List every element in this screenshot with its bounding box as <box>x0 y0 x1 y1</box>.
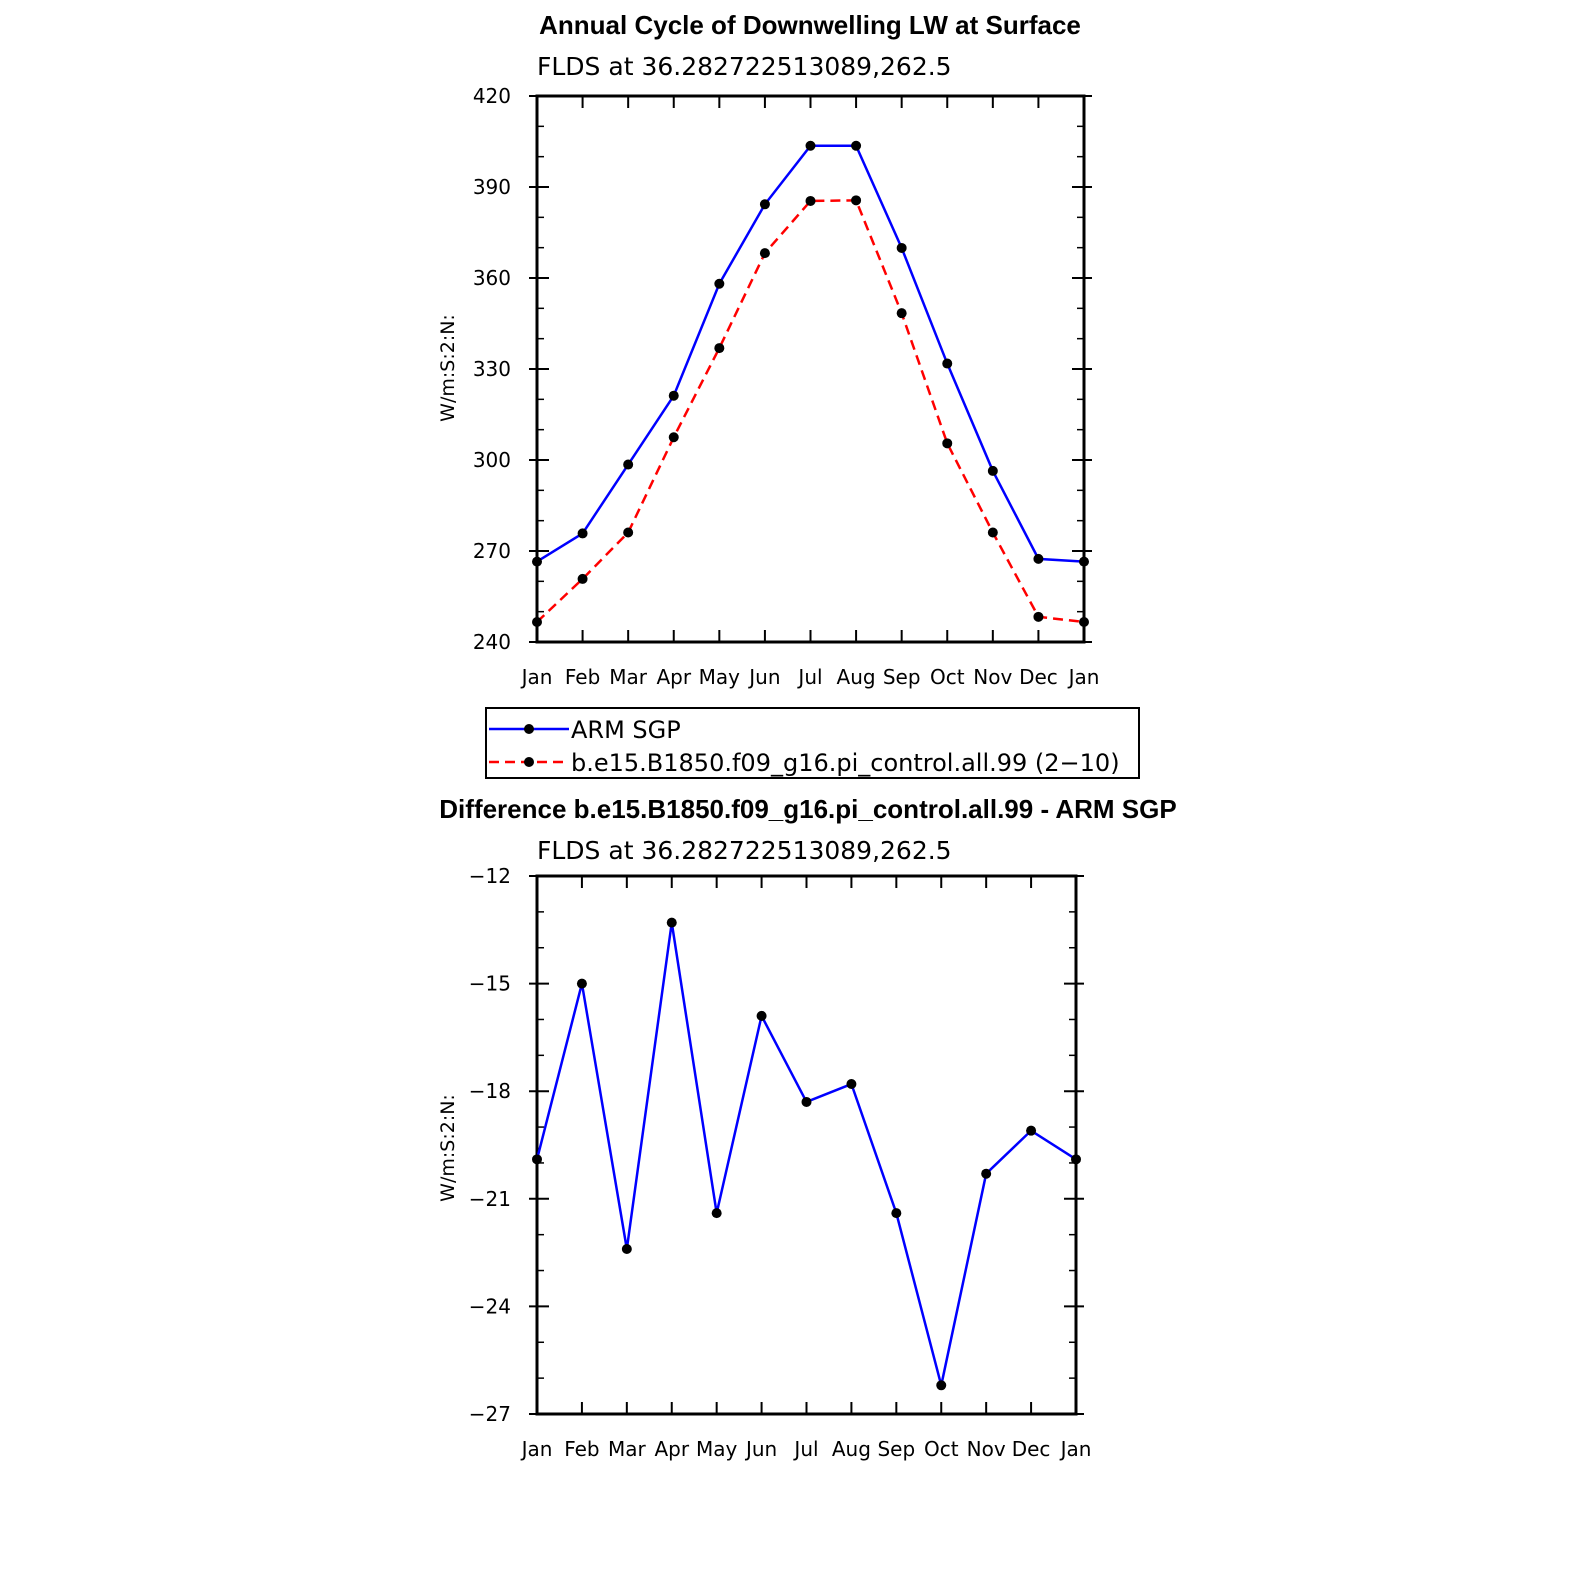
legend-label-arm-sgp: ARM SGP <box>571 716 681 744</box>
bottom-y-tick-label: −21 <box>469 1187 511 1211</box>
bottom-x-tick-label: Feb <box>564 1437 599 1461</box>
bottom-x-tick-label: Aug <box>832 1437 871 1461</box>
top-series-1-point <box>896 308 907 319</box>
top-x-tick-label: Feb <box>565 665 600 689</box>
bottom-series-0-point <box>1071 1154 1081 1165</box>
bottom-series-0-point <box>711 1208 722 1219</box>
top-series-0-point <box>668 390 679 401</box>
top-series-0-point <box>851 140 862 151</box>
top-y-tick-label: 300 <box>473 448 511 472</box>
top-series-1-point <box>623 527 634 538</box>
top-y-axis-label: W/m:S:2:N: <box>437 314 459 422</box>
bottom-x-tick-label: Mar <box>608 1437 647 1461</box>
bottom-series-0-point <box>891 1208 902 1219</box>
top-series-0-point <box>714 278 725 289</box>
legend: ARM SGP b.e15.B1850.f09_g16.pi_control.a… <box>485 707 1140 779</box>
top-x-tick-label: Sep <box>883 665 921 689</box>
bottom-x-tick-label: Nov <box>967 1437 1006 1461</box>
bottom-y-tick-label: −15 <box>469 972 511 996</box>
bottom-x-tick-label: Sep <box>877 1437 915 1461</box>
top-x-tick-label: Aug <box>837 665 876 689</box>
top-x-tick-label: Oct <box>930 665 965 689</box>
bottom-series-0-point <box>666 917 677 928</box>
bottom-x-tick-label: Oct <box>924 1437 959 1461</box>
legend-marker-arm-sgp <box>524 724 534 734</box>
bottom-series-0-point <box>621 1244 632 1255</box>
top-series-0-point <box>987 465 998 476</box>
top-y-tick-label: 240 <box>473 630 511 654</box>
bottom-x-tick-label: Dec <box>1012 1437 1051 1461</box>
top-chart-subtitle: FLDS at 36.282722513089,262.5 <box>537 52 952 81</box>
bottom-series-0-point <box>576 978 587 989</box>
top-series-1-point <box>714 343 725 354</box>
bottom-x-tick-label: Jan <box>1059 1437 1092 1461</box>
top-x-tick-label: Jul <box>796 665 822 689</box>
bottom-plot-area: Jan Feb Mar Apr May Jun Jul Aug Sep Oct Nov Dec Jan−… <box>469 864 1092 1461</box>
top-x-tick-label: Jan <box>520 665 553 689</box>
top-series-0-point <box>942 358 953 369</box>
bottom-plot-frame <box>535 874 1078 1416</box>
bottom-y-tick-label: −27 <box>469 1402 511 1426</box>
bottom-y-tick-label: −12 <box>469 864 511 888</box>
top-series-0-point <box>623 459 634 470</box>
top-series-0-point <box>1079 556 1089 567</box>
top-y-tick-label: 420 <box>473 84 511 108</box>
bottom-x-tick-label: Jan <box>520 1437 553 1461</box>
top-x-tick-label: Jun <box>747 665 780 689</box>
top-x-tick-label: Mar <box>609 665 648 689</box>
bottom-x-tick-label: Apr <box>654 1437 689 1461</box>
top-series-1-point <box>805 195 816 206</box>
top-series-1-point <box>987 527 998 538</box>
legend-marker-model <box>524 757 534 767</box>
legend-label-model: b.e15.B1850.f09_g16.pi_control.all.99 (2… <box>571 749 1120 777</box>
bottom-series-0-point <box>756 1010 767 1021</box>
top-series-0-line <box>536 144 1085 563</box>
top-y-tick-label: 270 <box>473 539 511 563</box>
top-series-0-point <box>759 199 770 210</box>
top-x-tick-label: May <box>699 665 741 689</box>
top-series-1-point <box>759 248 770 259</box>
bottom-series-0-point <box>981 1168 992 1179</box>
bottom-x-tick-label: Jul <box>792 1437 818 1461</box>
top-series-0-point <box>805 140 816 151</box>
bottom-series-0-point <box>1026 1125 1037 1136</box>
top-series-0-point <box>1033 553 1044 564</box>
top-y-tick-label: 330 <box>473 357 511 381</box>
top-series-1-point <box>577 573 588 584</box>
top-series-1-point <box>668 432 679 443</box>
bottom-series-0-point <box>846 1079 857 1090</box>
bottom-y-axis-label: W/m:S:2:N: <box>437 1094 459 1202</box>
top-x-tick-label: Nov <box>973 665 1012 689</box>
top-y-tick-label: 360 <box>473 266 511 290</box>
top-series-1-point <box>942 438 953 449</box>
bottom-series-0-point <box>801 1096 812 1107</box>
top-series-1-point <box>532 616 542 627</box>
bottom-series-0-point <box>936 1380 947 1391</box>
bottom-x-tick-label: Jun <box>744 1437 777 1461</box>
top-x-tick-label: Dec <box>1019 665 1058 689</box>
bottom-y-tick-label: −18 <box>469 1079 511 1103</box>
top-series-0-point <box>577 528 588 539</box>
bottom-chart-title: Difference b.e15.B1850.f09_g16.pi_contro… <box>439 794 1176 824</box>
bottom-chart-subtitle: FLDS at 36.282722513089,262.5 <box>537 836 952 865</box>
bottom-x-tick-label: May <box>696 1437 738 1461</box>
top-y-tick-label: 390 <box>473 175 511 199</box>
top-plot-area: Jan Feb Mar Apr May Jun Jul Aug Sep Oct Nov Dec Jan 2… <box>473 84 1100 689</box>
top-x-tick-label: Jan <box>1067 665 1100 689</box>
top-series-1-point <box>851 195 862 206</box>
top-chart-title: Annual Cycle of Downwelling LW at Surfac… <box>539 10 1081 40</box>
top-plot-frame <box>535 94 1086 644</box>
top-series-1-line <box>536 199 1085 624</box>
top-series-1-point <box>1079 616 1089 627</box>
bottom-series-0-point <box>532 1154 542 1165</box>
top-series-1-point <box>1033 611 1044 622</box>
top-series-0-point <box>896 242 907 253</box>
legend-box <box>485 707 1140 779</box>
top-x-tick-label: Apr <box>656 665 691 689</box>
bottom-y-tick-label: −24 <box>469 1294 511 1318</box>
top-series-0-point <box>532 556 542 567</box>
bottom-series-0-line <box>535 922 1077 1386</box>
